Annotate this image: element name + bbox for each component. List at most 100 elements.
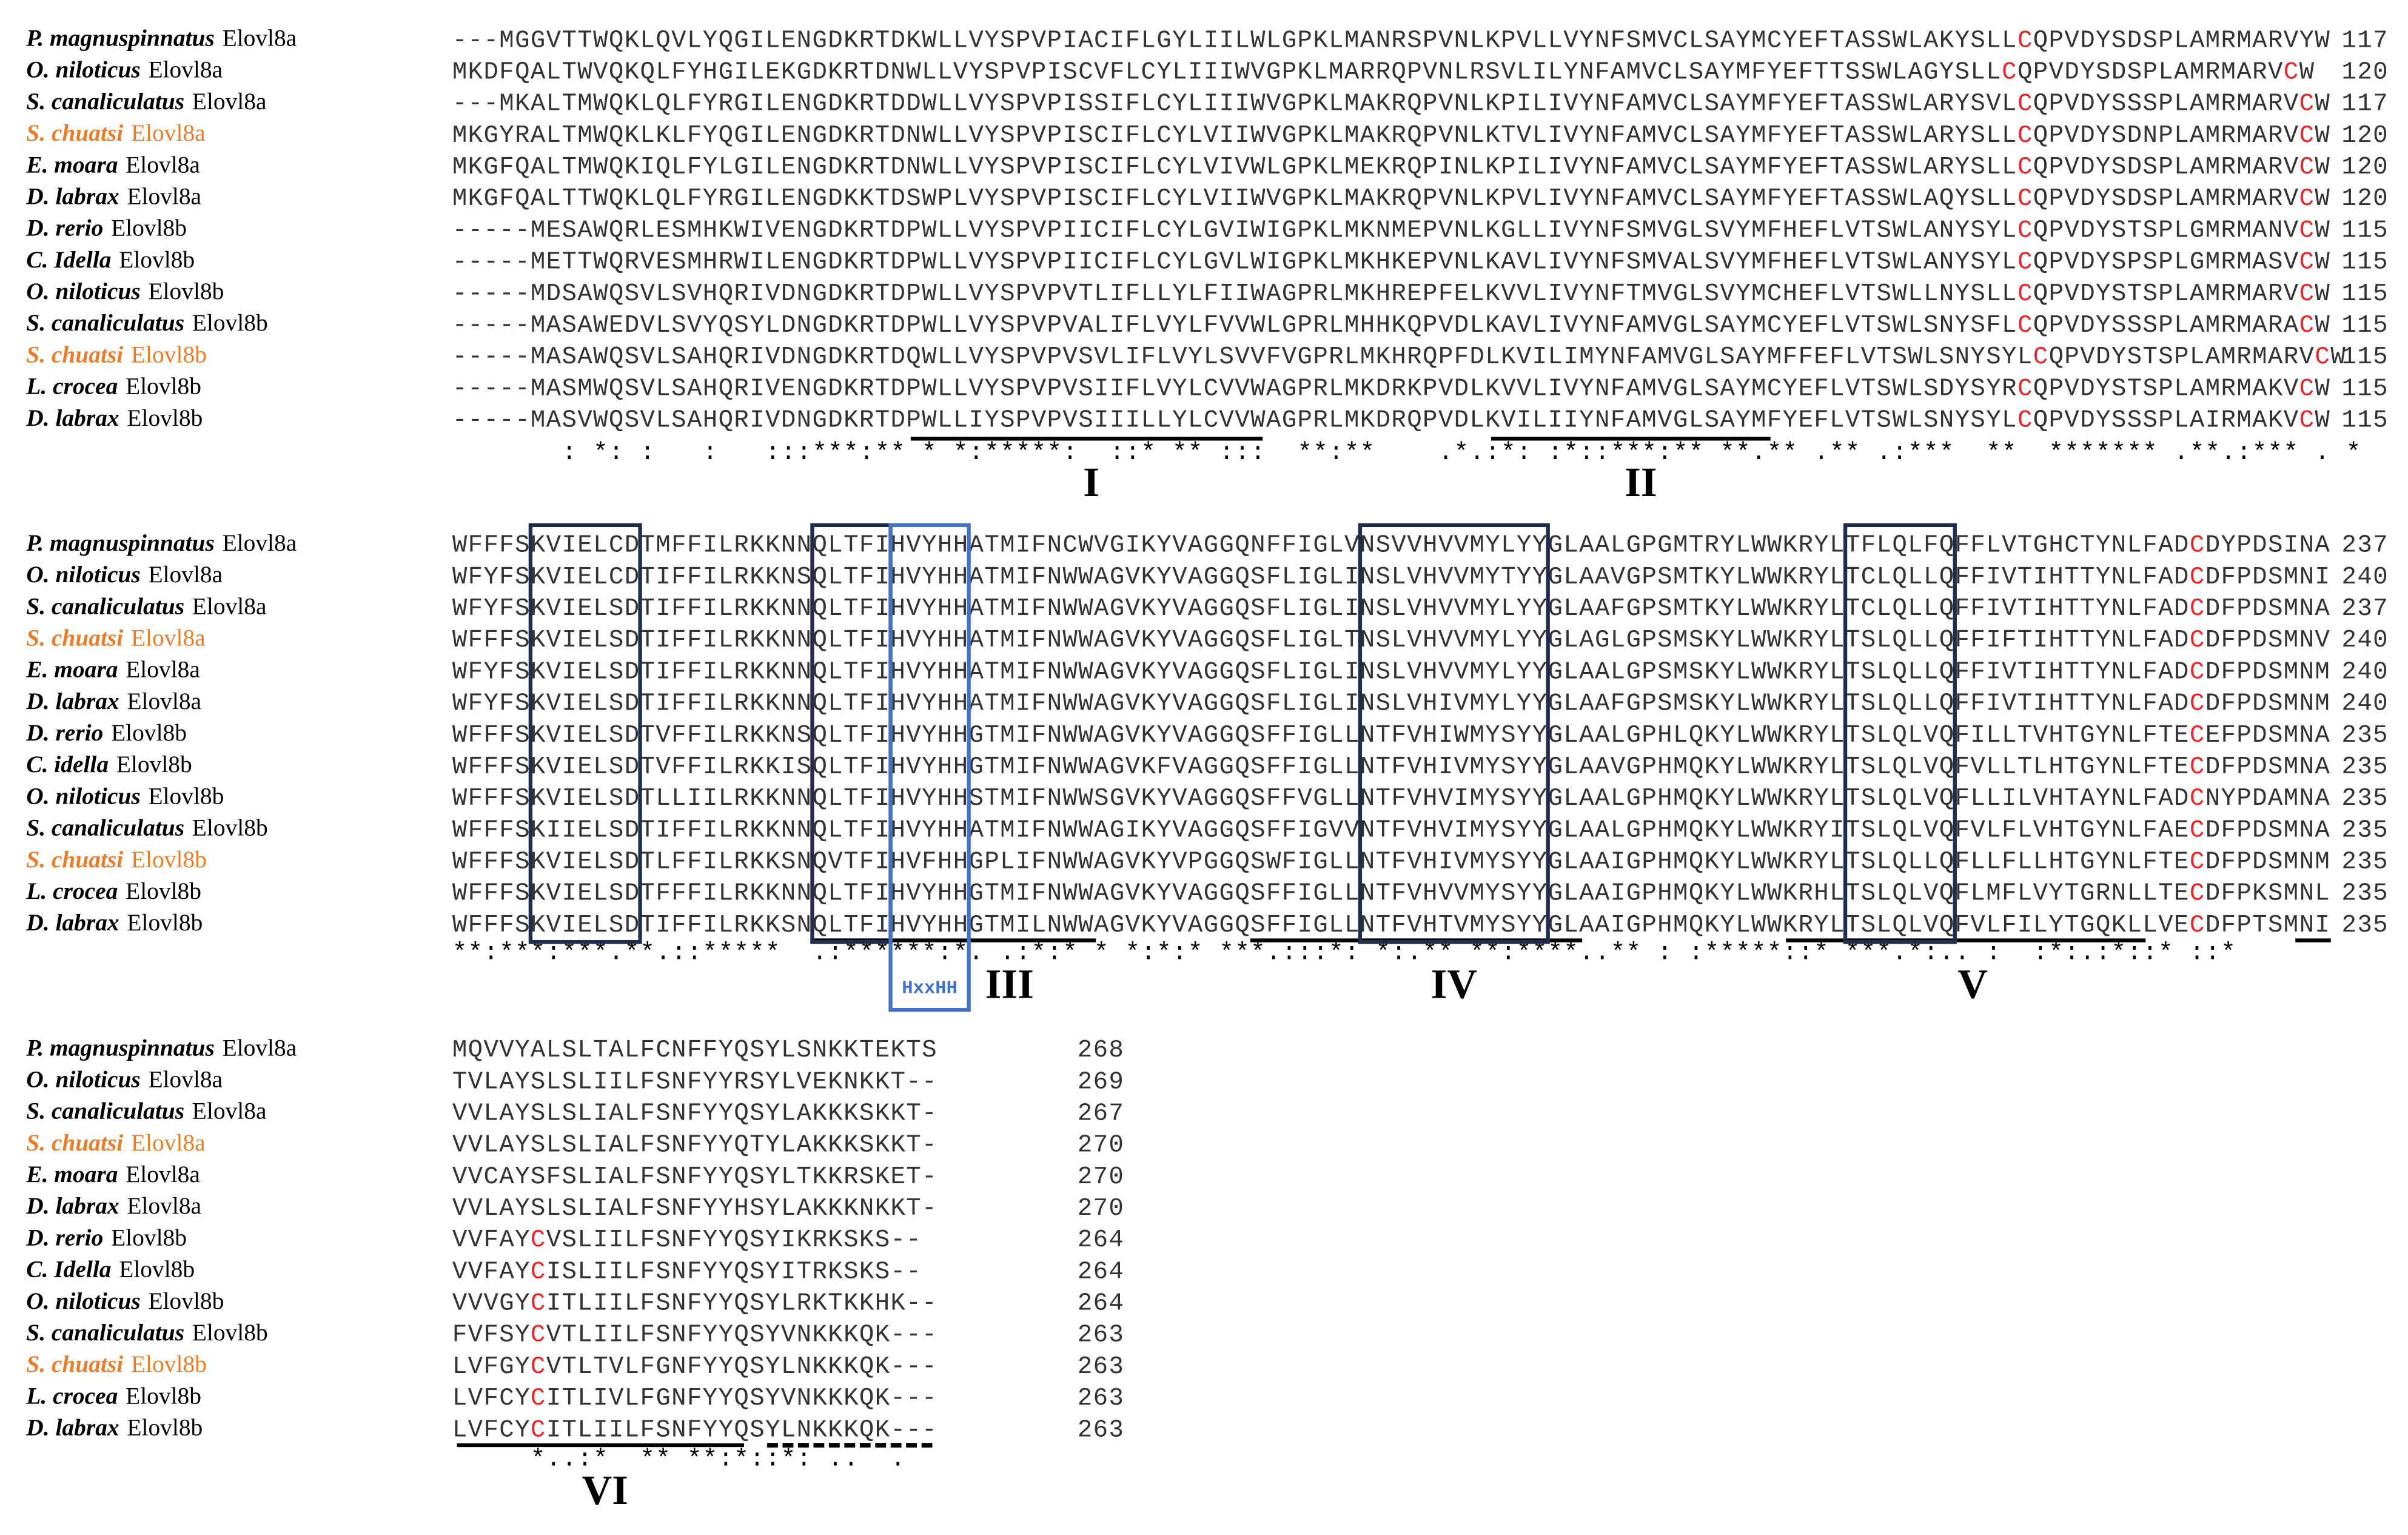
sequence-name: E. moara Elovl8a	[25, 1161, 200, 1187]
sequence: ITLIILFSNFYYQSYLNKKKQK---	[546, 1416, 937, 1444]
position: 264	[1078, 1290, 1124, 1318]
gene: Elovl8b	[116, 751, 192, 778]
position: 120	[2342, 122, 2389, 150]
gene: Elovl8b	[126, 373, 201, 400]
position: 120	[2342, 185, 2389, 213]
sequence: DFPKSMNL	[2205, 880, 2330, 908]
sequence: C	[2190, 563, 2205, 591]
sequence-name: D. labrax Elovl8a	[25, 688, 201, 714]
species: P. magnuspinnatus	[25, 25, 215, 52]
species: D. labrax	[25, 405, 119, 431]
species: S. chuatsi	[26, 625, 123, 651]
sequence: W	[2315, 90, 2330, 118]
sequence: WFFFSKVIELSDTIFFILRKKNNQLTFIHVYHHATMIFNW…	[452, 626, 2190, 654]
sequence: W	[2315, 312, 2330, 340]
gene: Elovl8b	[111, 719, 187, 746]
gene: Elovl8b	[192, 815, 268, 841]
species: S. canaliculatus	[26, 1098, 184, 1124]
sequence: TVLAYSLSLIILFSNFYYRSYLVEKNKKT--	[452, 1068, 937, 1096]
sequence: DFPDSMNM	[2205, 690, 2330, 718]
sequence: C	[2017, 27, 2033, 55]
gene: Elovl8a	[192, 88, 267, 115]
sequence: QPVDYSTSPLAMRMARV	[2033, 280, 2299, 308]
position: 263	[1078, 1353, 1124, 1381]
position: 235	[2342, 912, 2389, 939]
sequence: C	[2190, 816, 2205, 844]
sequence: C	[531, 1416, 546, 1444]
position: 115	[2342, 217, 2389, 244]
gene: Elovl8a	[126, 1161, 200, 1187]
position: 270	[1078, 1195, 1124, 1223]
sequence: C	[2017, 122, 2033, 150]
sequence: C	[2017, 153, 2033, 181]
position: 264	[1078, 1258, 1124, 1286]
gene: Elovl8a	[223, 1034, 297, 1061]
sequence: QPVDYSSSPLAMRMARA	[2033, 312, 2299, 340]
sequence: EFPDSMNA	[2205, 722, 2330, 750]
sequence: W	[2330, 343, 2346, 371]
gene: Elovl8a	[223, 25, 297, 52]
sequence: C	[2299, 280, 2315, 308]
gene: Elovl8b	[119, 1256, 195, 1283]
position: 269	[1078, 1068, 1124, 1096]
gene: Elovl8a	[148, 561, 223, 588]
sequence: WFYFSKVIELSDTIFFILRKKNNQLTFIHVYHHATMIFNW…	[452, 690, 2190, 718]
position: 115	[2342, 312, 2389, 340]
species: L. crocea	[25, 373, 118, 400]
sequence: ITLIILFSNFYYQSYLRKTKKHK--	[546, 1290, 937, 1318]
sequence: DYPDSINA	[2205, 532, 2330, 560]
sequence-name: D. labrax Elovl8b	[25, 909, 203, 936]
domain-label: VI	[582, 1467, 628, 1513]
sequence: -----MDSAWQSVLSVHQRIVDNGDKRTDPWLLVYSPVPV…	[452, 280, 2017, 308]
sequence-name: P. magnuspinnatus Elovl8a	[25, 1034, 297, 1061]
position: 117	[2342, 90, 2389, 118]
motif-box	[1358, 523, 1550, 944]
sequence: VVFAY	[452, 1226, 531, 1254]
histidine-box	[888, 523, 971, 1012]
species: S. chuatsi	[26, 119, 123, 146]
gene: Elovl8b	[126, 878, 201, 904]
sequence-name: O. niloticus Elovl8a	[26, 1066, 223, 1093]
sequence: C	[2190, 848, 2205, 876]
sequence: C	[2002, 58, 2017, 86]
sequence-name: P. magnuspinnatus Elovl8a	[25, 25, 297, 52]
sequence: VSLIILFSNFYYQSYIKRKSKS--	[546, 1226, 922, 1254]
sequence: W	[2315, 280, 2330, 308]
sequence: C	[531, 1353, 546, 1381]
sequence: DFPDSMNA	[2205, 753, 2330, 781]
sequence-name: D. rerio Elovl8b	[25, 215, 187, 241]
sequence: C	[2299, 217, 2315, 244]
species: S. canaliculatus	[26, 88, 184, 115]
sequence-name: D. labrax Elovl8a	[25, 183, 201, 210]
sequence: C	[2190, 532, 2205, 560]
sequence-name: S. chuatsi Elovl8b	[26, 846, 207, 873]
sequence: FVFSY	[452, 1322, 531, 1349]
gene: Elovl8b	[119, 246, 195, 273]
gene: Elovl8b	[111, 215, 187, 241]
position: 115	[2342, 249, 2389, 277]
sequence-name: S. canaliculatus Elovl8b	[26, 309, 267, 336]
sequence: C	[2190, 690, 2205, 718]
sequence: VVLAYSLSLIALFSNFYYHSYLAKKKNKKT-	[452, 1195, 937, 1223]
sequence-name: L. crocea Elovl8b	[25, 373, 201, 400]
sequence: C	[2190, 880, 2205, 908]
position: 240	[2342, 658, 2389, 686]
species: D. labrax	[25, 909, 119, 936]
sequence-name: S. chuatsi Elovl8a	[26, 625, 205, 651]
sequence: QPVDYSDSPLAMRMARV	[2033, 153, 2299, 181]
sequence: DFPDSMNM	[2205, 658, 2330, 686]
gene: Elovl8b	[111, 1224, 187, 1251]
sequence: -----MASMWQSVLSAHQRIVENGDKRTDPWLLVYSPVPV…	[452, 375, 2017, 403]
sequence-name: S. canaliculatus Elovl8a	[26, 1098, 266, 1124]
sequence: MKGFQALTTWQKLQLFYRGILENGDKKTDSWPLVYSPVPI…	[452, 185, 2017, 213]
histidine-label: HxxHH	[902, 979, 957, 999]
sequence: WFFFSKVIELSDTLFFILRKKSNQVTFIHVFHHGPLIFNW…	[452, 848, 2190, 876]
sequence: -----METTWQRVESMHRWILENGDKRTDPWLLVYSPVPI…	[452, 249, 2017, 277]
position: 235	[2342, 816, 2389, 844]
position: 267	[1078, 1100, 1124, 1127]
sequence: VVVGY	[452, 1290, 531, 1318]
sequence: C	[2190, 912, 2205, 939]
sequence-name: O. niloticus Elovl8b	[26, 278, 224, 304]
